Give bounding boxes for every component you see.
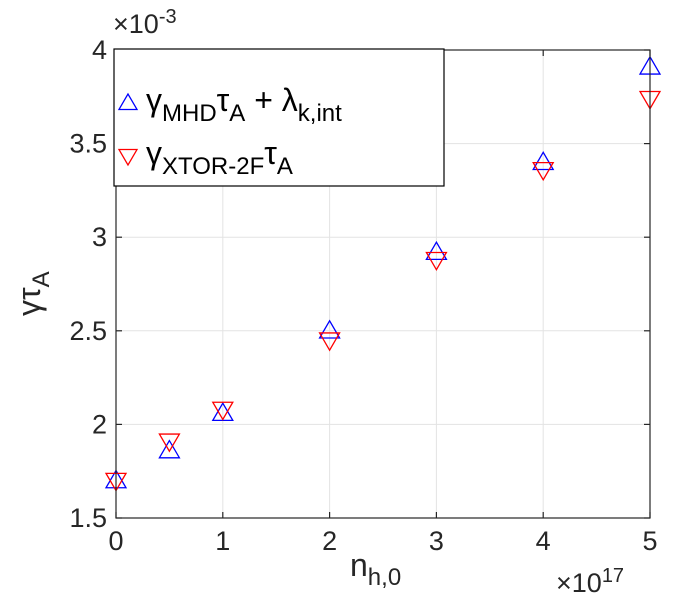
legend: γMHDτA + λk,int γXTOR-2FτA [113, 48, 445, 187]
series-2-point [158, 433, 181, 453]
legend-marker-2 [117, 148, 139, 167]
x-tick-label: 2 [322, 526, 337, 556]
series-1-point [318, 319, 341, 339]
x-tick-label: 3 [429, 526, 444, 556]
ticks: 0 1 2 3 4 5 1.5 2 2.5 3 3.5 4 [69, 35, 657, 556]
x-axis-label: nh,0 [350, 547, 401, 591]
y-tick-label: 3.5 [69, 129, 107, 159]
y-tick-label: 2 [92, 409, 107, 439]
series-2-point [211, 401, 234, 421]
series-1-point [425, 240, 448, 261]
y-tick-label: 2.5 [69, 316, 107, 346]
y-tick-label: 4 [92, 35, 107, 65]
legend-label-1: γMHDτA + λk,int [146, 82, 342, 127]
x-tick-label: 4 [536, 526, 551, 556]
legend-label-2: γXTOR-2FτA [146, 135, 293, 180]
y-tick-label: 3 [92, 222, 107, 252]
legend-box [113, 48, 445, 187]
series-1-point [532, 151, 555, 171]
x-tick-label: 5 [642, 526, 657, 556]
series-1-point [158, 439, 181, 459]
y-multiplier: ×10-3 [113, 6, 177, 39]
x-tick-label: 1 [215, 526, 230, 556]
y-tick-label: 1.5 [69, 503, 107, 533]
x-multiplier: ×1017 [556, 565, 624, 598]
legend-marker-1 [117, 92, 139, 111]
series-2-point [532, 161, 555, 182]
x-tick-label: 0 [108, 526, 123, 556]
series-2-point [425, 251, 448, 271]
y-axis-label: γτA [11, 271, 55, 316]
series-2-point [318, 332, 341, 352]
